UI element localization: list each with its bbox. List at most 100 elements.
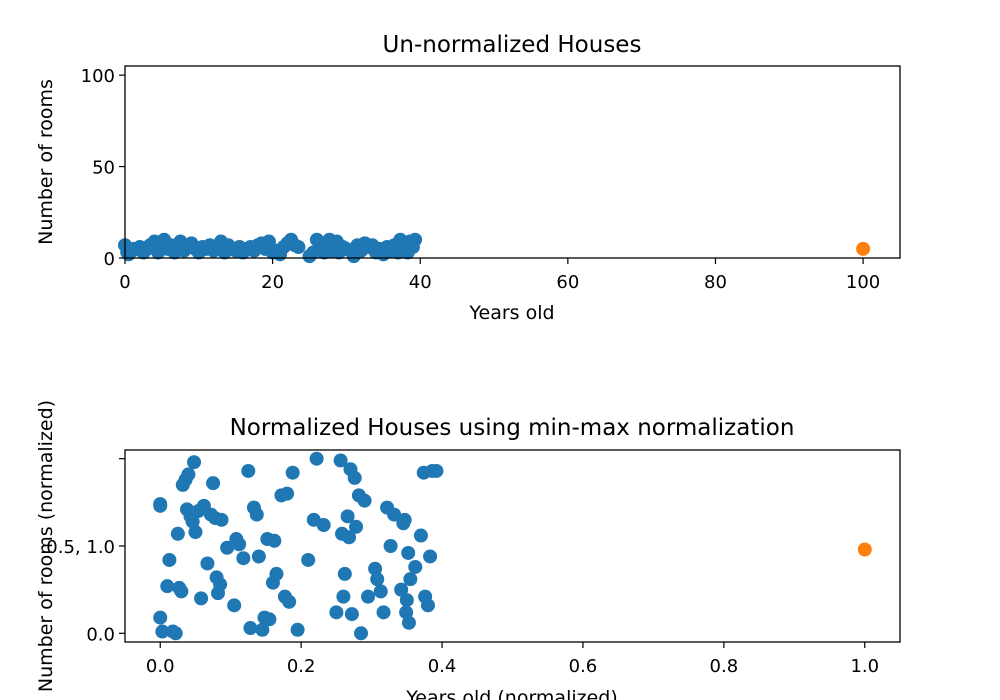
chart-title: Normalized Houses using min-max normaliz… [230, 415, 795, 441]
data-point-series-0-10 [174, 584, 189, 599]
data-point-series-0-22 [200, 556, 215, 571]
y-tick-label: 50 [92, 158, 115, 179]
data-point-series-0-7 [168, 626, 183, 641]
data-point-series-0-66 [347, 470, 362, 485]
data-point-series-0-43 [262, 612, 277, 627]
data-point-series-0-74 [373, 584, 388, 599]
data-point-series-0-49 [280, 486, 295, 501]
data-point-series-0-1 [153, 498, 168, 513]
data-point-series-0-62 [340, 509, 355, 524]
data-point-series-0-28 [213, 577, 228, 592]
data-point-series-0-49 [291, 240, 306, 255]
data-point-series-0-2 [153, 610, 168, 625]
data-point-series-0-51 [285, 465, 300, 480]
y-axis-ticks: 0 50 100 [81, 66, 125, 270]
data-point-series-0-20 [194, 591, 209, 606]
data-point-series-0-72 [368, 561, 383, 576]
plot-frame [124, 65, 901, 259]
data-point-series-0-33 [232, 537, 247, 552]
data-point-series-0-52 [290, 622, 305, 637]
data-point-series-0-60 [336, 589, 351, 604]
data-point-series-0-94 [429, 463, 444, 478]
data-point-series-1-0 [857, 542, 872, 557]
data-point-series-0-50 [282, 594, 297, 609]
data-point-series-0-31 [227, 598, 242, 613]
y-tick-label: 0.5, 1.0 [46, 537, 115, 558]
x-tick-label: 1.0 [850, 656, 879, 677]
data-point-series-0-73 [370, 572, 385, 587]
y-axis-label: Number of rooms [35, 79, 57, 245]
data-point-series-0-88 [413, 528, 428, 543]
data-point-series-0-58 [333, 453, 348, 468]
x-tick-label: 0.2 [287, 656, 316, 677]
data-point-series-0-3 [155, 624, 170, 639]
x-tick-label: 100 [846, 272, 880, 293]
data-point-series-0-70 [357, 493, 372, 508]
x-tick-label: 40 [409, 272, 432, 293]
data-point-series-0-40 [255, 622, 270, 637]
data-point-series-0-81 [397, 512, 412, 527]
data-point-series-0-67 [349, 519, 364, 534]
data-point-series-0-4 [160, 579, 175, 594]
data-point-series-0-84 [408, 232, 423, 247]
data-point-series-0-17 [187, 455, 202, 470]
data-point-series-0-39 [251, 549, 266, 564]
x-axis-label: Years old [468, 302, 554, 324]
data-point-series-0-55 [309, 451, 324, 466]
data-point-series-0-5 [162, 552, 177, 567]
y-tick-label: 0 [104, 249, 115, 270]
data-point-series-0-35 [241, 463, 256, 478]
y-axis-label: Number of rooms (normalized) [35, 400, 57, 692]
data-point-series-0-14 [181, 467, 196, 482]
data-point-series-0-69 [354, 626, 369, 641]
data-point-series-0-84 [401, 545, 416, 560]
data-point-series-0-71 [361, 589, 376, 604]
data-point-series-0-82 [399, 605, 414, 620]
x-axis-label: Years old (normalized) [405, 687, 618, 700]
data-point-series-0-78 [387, 507, 402, 522]
data-point-series-0-24 [206, 476, 221, 491]
y-axis-ticks: 0.0 0.5, 1.0 [46, 458, 125, 645]
x-axis-ticks: 0.0 0.2 0.4 0.6 0.8 1.0 [146, 642, 879, 677]
y-tick-label: 100 [81, 66, 115, 87]
data-point-series-0-36 [243, 621, 258, 636]
data-point-series-0-87 [408, 559, 423, 574]
data-point-series-0-53 [301, 552, 316, 567]
y-tick-label: 0.0 [86, 624, 115, 645]
data-point-series-0-8 [170, 526, 185, 541]
data-point-series-0-34 [236, 551, 251, 566]
x-axis-ticks: 0 20 40 60 80 100 [119, 258, 880, 293]
data-point-series-1-0 [856, 241, 871, 256]
data-point-series-0-77 [383, 539, 398, 553]
x-tick-label: 0.0 [146, 656, 175, 677]
data-point-series-0-16 [185, 514, 200, 529]
chart-title: Un-normalized Houses [383, 32, 642, 58]
data-point-series-0-45 [267, 533, 282, 548]
x-tick-label: 0 [119, 272, 130, 293]
unnormalized-scatter-plot: Un-normalized Houses 0 20 40 60 80 100 0 50 100… [35, 32, 901, 324]
data-point-series-0-63 [342, 530, 357, 545]
x-tick-label: 0.4 [428, 656, 457, 677]
data-point-series-0-29 [214, 512, 229, 527]
x-tick-label: 0.6 [569, 656, 598, 677]
data-point-series-0-75 [376, 605, 391, 620]
data-point-series-0-38 [249, 507, 264, 522]
data-point-series-0-30 [220, 540, 235, 555]
data-point-series-0-86 [403, 572, 418, 587]
normalized-scatter-plot: Normalized Houses using min-max normaliz… [35, 400, 901, 700]
x-tick-label: 60 [556, 272, 579, 293]
data-point-series-0-83 [399, 593, 414, 608]
x-tick-label: 80 [704, 272, 727, 293]
x-tick-label: 0.8 [710, 656, 739, 677]
data-point-series-0-92 [423, 549, 438, 564]
data-point-series-0-85 [401, 615, 416, 630]
data-point-series-0-65 [344, 607, 359, 622]
x-tick-label: 20 [261, 272, 284, 293]
data-point-series-0-91 [420, 598, 435, 613]
data-point-series-0-18 [188, 525, 203, 540]
data-point-series-0-61 [337, 566, 352, 581]
data-points [153, 451, 872, 641]
data-point-series-0-79 [394, 582, 409, 597]
data-point-series-0-56 [316, 518, 331, 533]
